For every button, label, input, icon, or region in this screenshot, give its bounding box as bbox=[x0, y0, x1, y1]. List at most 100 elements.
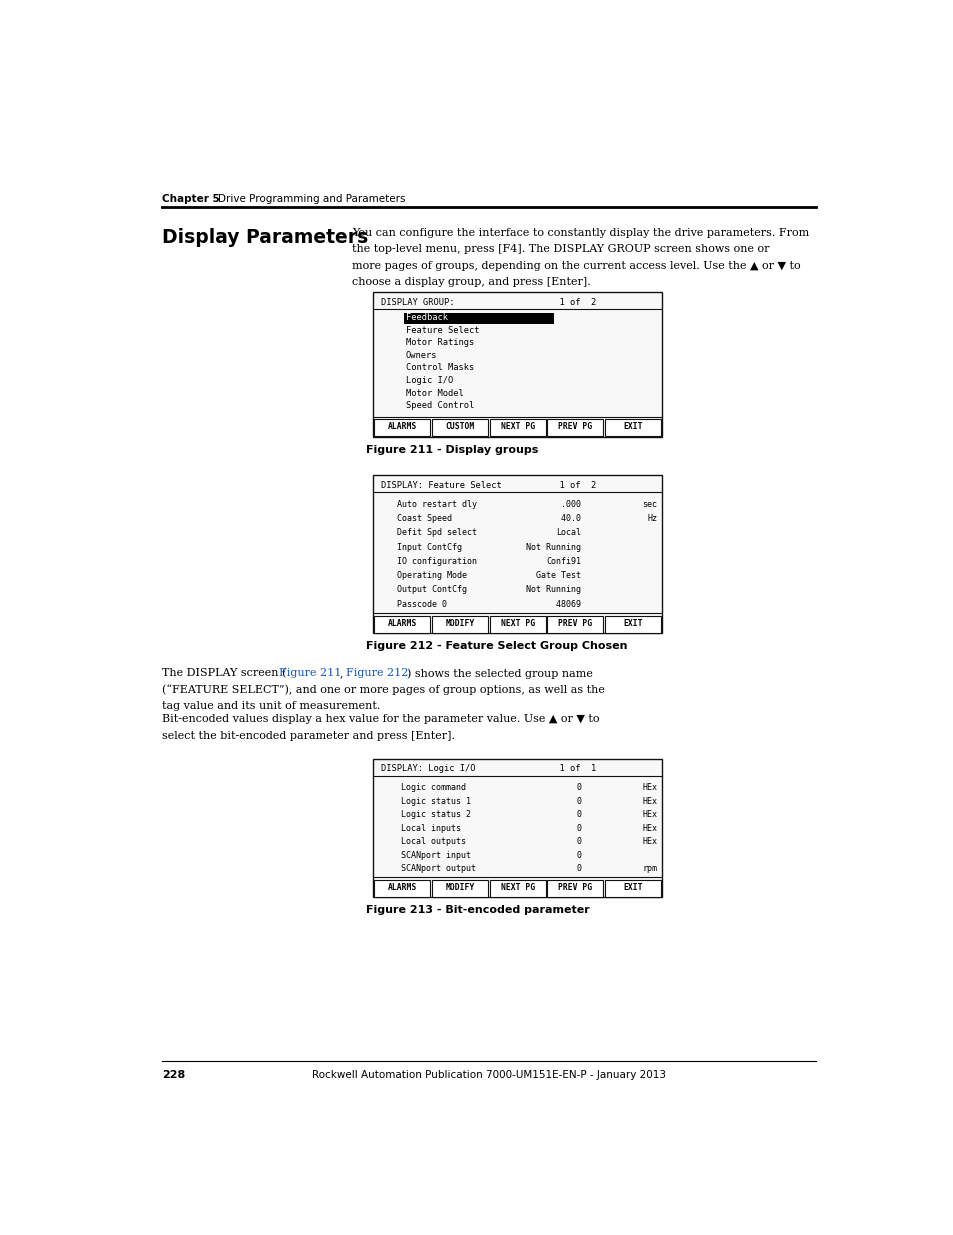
Text: Owners: Owners bbox=[406, 351, 437, 359]
Text: rpm: rpm bbox=[641, 864, 657, 873]
Text: 228: 228 bbox=[162, 1070, 185, 1079]
Text: Local inputs: Local inputs bbox=[400, 824, 460, 832]
Text: Figure 213 - Bit-encoded parameter: Figure 213 - Bit-encoded parameter bbox=[365, 905, 589, 915]
Text: Gate Test: Gate Test bbox=[536, 571, 580, 580]
Bar bbox=[432, 615, 488, 632]
Text: Bit-encoded values display a hex value for the parameter value. Use ▲ or ▼ to: Bit-encoded values display a hex value f… bbox=[162, 714, 598, 724]
Text: NEXT PG: NEXT PG bbox=[500, 619, 534, 627]
Text: DISPLAY: Feature Select           1 of  2: DISPLAY: Feature Select 1 of 2 bbox=[381, 480, 596, 490]
Text: DISPLAY GROUP:                    1 of  2: DISPLAY GROUP: 1 of 2 bbox=[381, 298, 596, 306]
Text: 0: 0 bbox=[576, 797, 580, 805]
Text: 0: 0 bbox=[576, 864, 580, 873]
Text: Control Masks: Control Masks bbox=[406, 363, 474, 372]
Text: Logic command: Logic command bbox=[400, 783, 465, 792]
Bar bbox=[404, 312, 554, 325]
Text: the top-level menu, press [F4]. The DISPLAY GROUP screen shows one or: the top-level menu, press [F4]. The DISP… bbox=[352, 245, 768, 254]
Text: Confi91: Confi91 bbox=[545, 557, 580, 566]
Bar bbox=[432, 419, 488, 436]
Text: Logic status 2: Logic status 2 bbox=[400, 810, 470, 819]
Text: You can configure the interface to constantly display the drive parameters. From: You can configure the interface to const… bbox=[352, 227, 808, 237]
Text: 0: 0 bbox=[576, 824, 580, 832]
Bar bbox=[374, 419, 430, 436]
Text: Defit Spd select: Defit Spd select bbox=[396, 529, 476, 537]
Text: HEx: HEx bbox=[641, 810, 657, 819]
Text: PREV PG: PREV PG bbox=[558, 883, 592, 892]
Text: EXIT: EXIT bbox=[622, 883, 642, 892]
Text: ,: , bbox=[340, 668, 347, 678]
Text: Hz: Hz bbox=[646, 514, 657, 524]
Bar bbox=[604, 879, 660, 897]
Text: SCANport output: SCANport output bbox=[400, 864, 476, 873]
Text: Rockwell Automation Publication 7000-UM151E-EN-P - January 2013: Rockwell Automation Publication 7000-UM1… bbox=[312, 1070, 665, 1079]
Text: Feature Select: Feature Select bbox=[406, 326, 479, 335]
Text: PREV PG: PREV PG bbox=[558, 619, 592, 627]
Text: Figure 212: Figure 212 bbox=[346, 668, 408, 678]
Text: ALARMS: ALARMS bbox=[387, 422, 416, 431]
Text: 0: 0 bbox=[576, 851, 580, 860]
Text: EXIT: EXIT bbox=[622, 422, 642, 431]
Text: select the bit-encoded parameter and press [Enter].: select the bit-encoded parameter and pre… bbox=[162, 731, 455, 741]
Text: PREV PG: PREV PG bbox=[558, 422, 592, 431]
Text: 40.0: 40.0 bbox=[516, 514, 580, 524]
Text: Not Running: Not Running bbox=[525, 542, 580, 552]
Text: Not Running: Not Running bbox=[525, 585, 580, 594]
Text: Local outputs: Local outputs bbox=[400, 837, 465, 846]
Text: Chapter 5: Chapter 5 bbox=[162, 194, 219, 205]
Text: choose a display group, and press [Enter].: choose a display group, and press [Enter… bbox=[352, 277, 590, 288]
Text: .000: .000 bbox=[520, 500, 580, 509]
Text: SCANport input: SCANport input bbox=[400, 851, 470, 860]
Bar bbox=[604, 419, 660, 436]
Text: 0: 0 bbox=[576, 837, 580, 846]
Text: Figure 211: Figure 211 bbox=[279, 668, 341, 678]
Bar bbox=[373, 475, 661, 634]
Text: NEXT PG: NEXT PG bbox=[500, 883, 534, 892]
Text: more pages of groups, depending on the current access level. Use the ▲ or ▼ to: more pages of groups, depending on the c… bbox=[352, 261, 800, 270]
Bar bbox=[373, 293, 661, 437]
Text: NEXT PG: NEXT PG bbox=[500, 422, 534, 431]
Bar bbox=[374, 879, 430, 897]
Text: EXIT: EXIT bbox=[622, 619, 642, 627]
Text: ALARMS: ALARMS bbox=[387, 619, 416, 627]
Bar bbox=[432, 879, 488, 897]
Bar bbox=[547, 879, 602, 897]
Text: IO configuration: IO configuration bbox=[396, 557, 476, 566]
Text: CUSTOM: CUSTOM bbox=[445, 422, 474, 431]
Text: Figure 212 - Feature Select Group Chosen: Figure 212 - Feature Select Group Chosen bbox=[365, 641, 626, 651]
Text: Input ContCfg: Input ContCfg bbox=[396, 542, 461, 552]
Text: HEx: HEx bbox=[641, 797, 657, 805]
Text: HEx: HEx bbox=[641, 783, 657, 792]
Text: sec: sec bbox=[641, 500, 657, 509]
Bar bbox=[373, 758, 661, 898]
Text: tag value and its unit of measurement.: tag value and its unit of measurement. bbox=[162, 701, 380, 711]
Text: Operating Mode: Operating Mode bbox=[396, 571, 466, 580]
Text: Figure 211 - Display groups: Figure 211 - Display groups bbox=[365, 445, 537, 454]
Bar bbox=[489, 615, 545, 632]
Text: 0: 0 bbox=[576, 810, 580, 819]
Bar bbox=[547, 419, 602, 436]
Text: ALARMS: ALARMS bbox=[387, 883, 416, 892]
Text: Local: Local bbox=[556, 529, 580, 537]
Bar bbox=[374, 615, 430, 632]
Bar bbox=[604, 615, 660, 632]
Text: (“FEATURE SELECT”), and one or more pages of group options, as well as the: (“FEATURE SELECT”), and one or more page… bbox=[162, 684, 604, 695]
Text: Logic status 1: Logic status 1 bbox=[400, 797, 470, 805]
Text: Motor Model: Motor Model bbox=[406, 389, 463, 398]
Text: Logic I/O: Logic I/O bbox=[406, 375, 453, 385]
Bar bbox=[489, 879, 545, 897]
Text: 0: 0 bbox=[576, 783, 580, 792]
Text: DISPLAY: Logic I/O                1 of  1: DISPLAY: Logic I/O 1 of 1 bbox=[381, 764, 596, 773]
Text: Speed Control: Speed Control bbox=[406, 401, 474, 410]
Bar bbox=[489, 419, 545, 436]
Text: Coast Speed: Coast Speed bbox=[396, 514, 451, 524]
Text: The DISPLAY screen (: The DISPLAY screen ( bbox=[162, 668, 286, 678]
Text: 48069: 48069 bbox=[511, 599, 580, 609]
Text: HEx: HEx bbox=[641, 837, 657, 846]
Text: Output ContCfg: Output ContCfg bbox=[396, 585, 466, 594]
Text: Motor Ratings: Motor Ratings bbox=[406, 338, 474, 347]
Text: HEx: HEx bbox=[641, 824, 657, 832]
Text: Auto restart dly: Auto restart dly bbox=[396, 500, 476, 509]
Bar bbox=[547, 615, 602, 632]
Text: Display Parameters: Display Parameters bbox=[162, 227, 368, 247]
Text: ) shows the selected group name: ) shows the selected group name bbox=[406, 668, 592, 678]
Text: Passcode 0: Passcode 0 bbox=[396, 599, 446, 609]
